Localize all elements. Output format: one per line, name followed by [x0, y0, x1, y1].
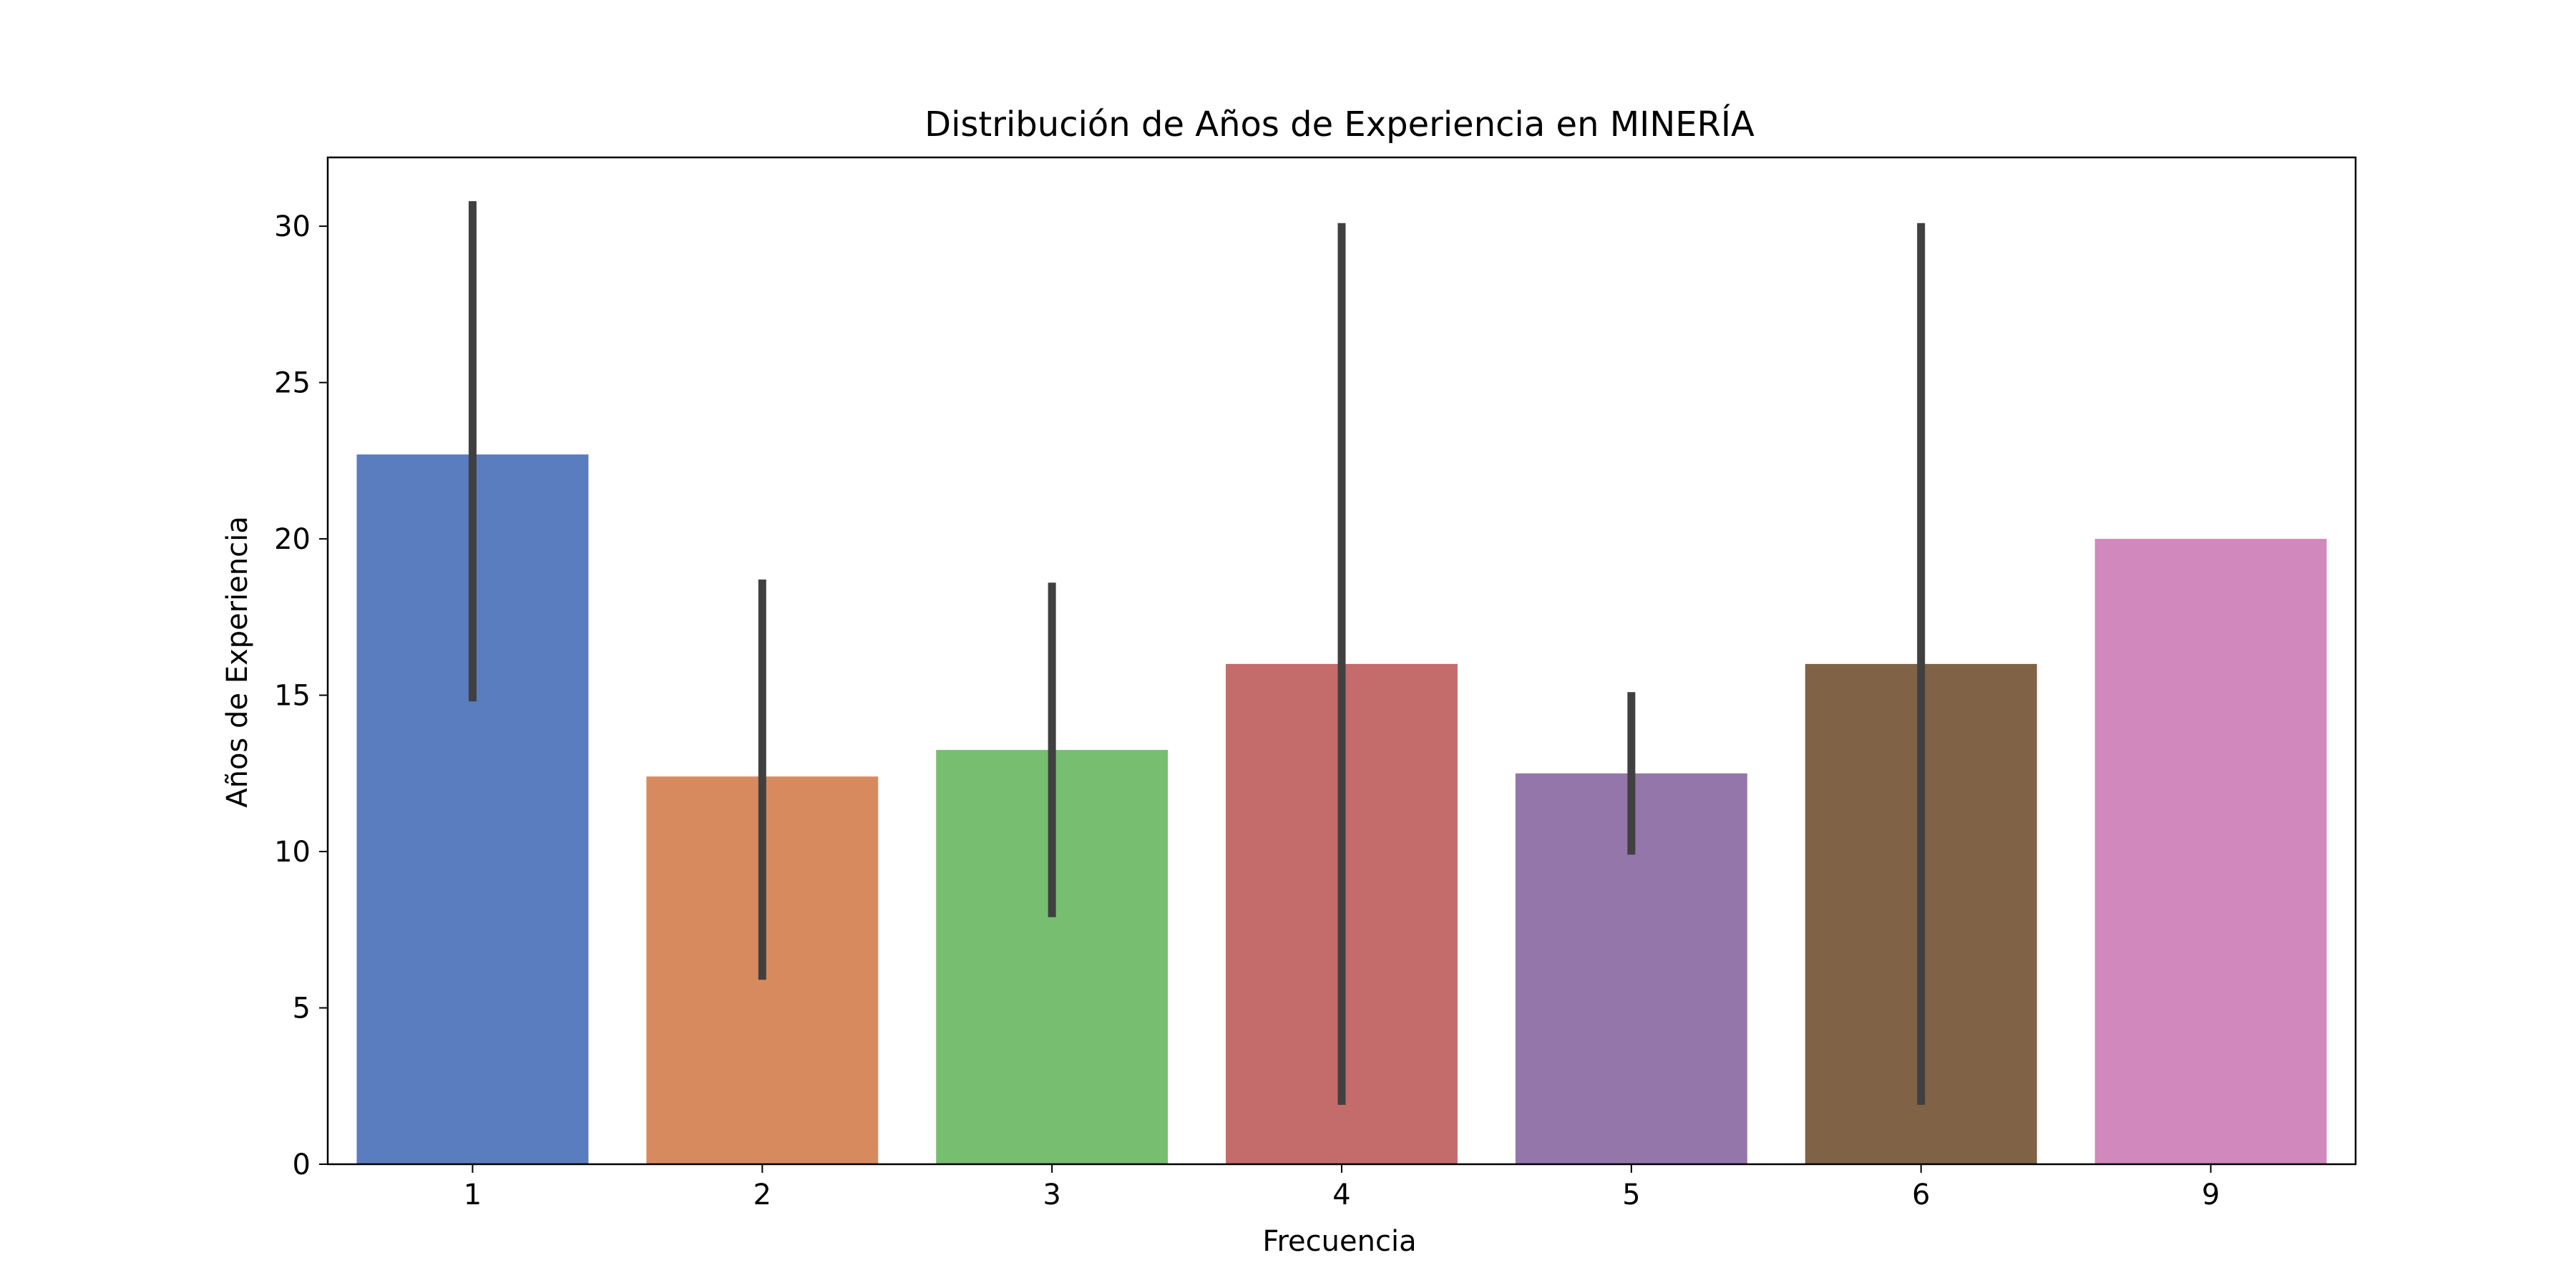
- y-tick-label: 25: [274, 367, 311, 400]
- x-tick-label: 9: [2202, 1179, 2220, 1211]
- x-axis-label: Frecuencia: [1262, 1225, 1416, 1258]
- y-tick-label: 10: [274, 836, 311, 869]
- chart-title: Distribución de Años de Experiencia en M…: [924, 104, 1755, 145]
- x-tick-label: 5: [1622, 1179, 1640, 1211]
- plot-area: 1 2 3 4 5 6 9 0 5 10 15 20 25 30: [274, 156, 2357, 1211]
- y-tick-label: 15: [274, 680, 311, 713]
- bar-9: [2094, 539, 2327, 1164]
- y-tick-label: 0: [293, 1148, 311, 1181]
- x-tick-label: 1: [464, 1179, 482, 1211]
- x-tick-label: 3: [1043, 1179, 1060, 1211]
- x-tick-label: 6: [1912, 1179, 1930, 1211]
- y-tick-label: 5: [293, 992, 311, 1025]
- axes-frame: [326, 156, 2357, 1166]
- y-axis-label: Años de Experiencia: [221, 516, 254, 808]
- x-tick-label: 2: [753, 1179, 771, 1211]
- y-tick-label: 30: [274, 210, 311, 243]
- x-tick-label: 4: [1332, 1179, 1350, 1211]
- y-tick-label: 20: [274, 523, 311, 556]
